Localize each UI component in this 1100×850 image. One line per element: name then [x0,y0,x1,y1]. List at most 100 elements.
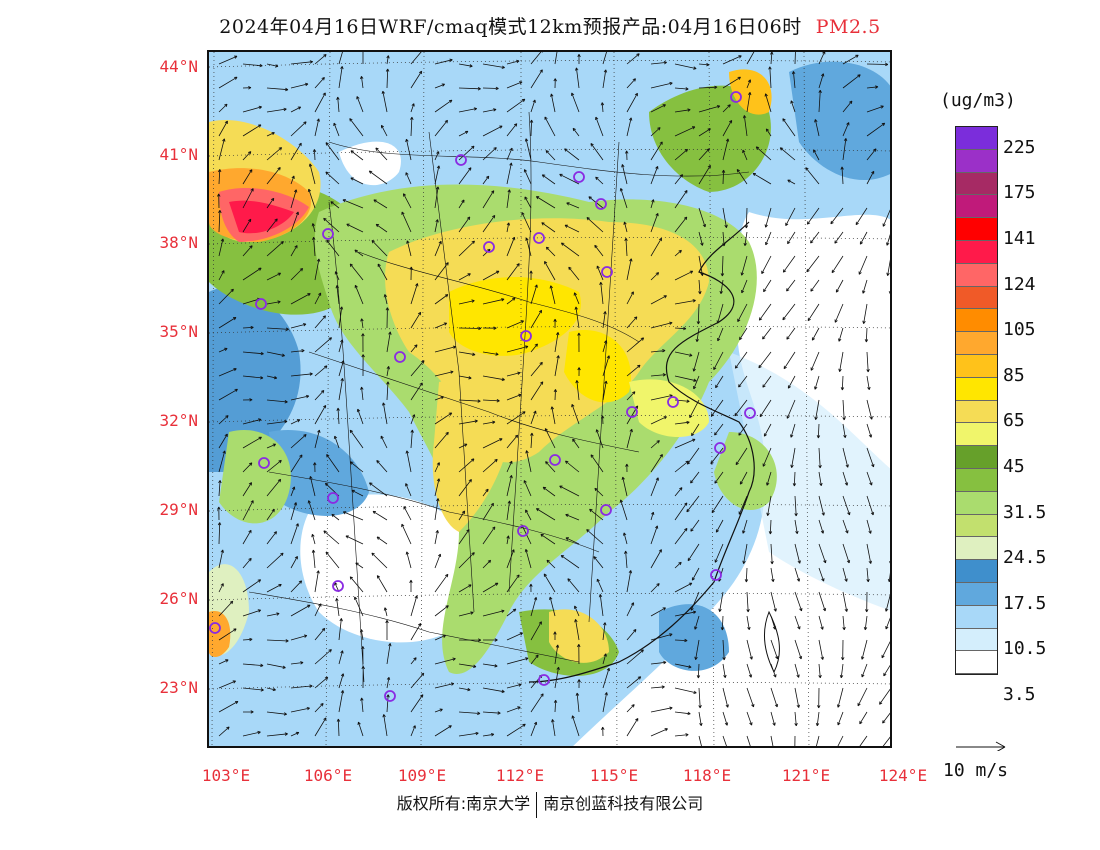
station-marker[interactable] [595,198,607,210]
wind-arrow [529,119,534,137]
wind-arrow [458,299,475,305]
wind-arrow [577,332,581,353]
station-marker[interactable] [394,351,406,363]
wind-arrow [806,255,820,273]
station-marker[interactable] [322,228,334,240]
wind-arrow [242,151,252,161]
wind-arrow [482,526,496,545]
wind-arrow [434,219,439,233]
station-marker[interactable] [538,674,550,686]
station-marker[interactable] [710,569,722,581]
wind-arrow [695,327,700,343]
station-marker[interactable] [730,91,742,103]
wind-arrow [308,163,316,185]
wind-arrow [768,519,773,535]
wind-arrow [523,169,532,185]
wind-arrow [621,164,628,185]
wind-arrow [887,572,890,583]
wind-arrow [864,327,869,343]
station-marker[interactable] [255,298,267,310]
legend-swatch [956,537,997,561]
chart-title: 2024年04月16日WRF/cmaq模式12km预报产品:04月16日06时 P… [0,12,1100,39]
wind-arrow [290,106,302,113]
station-marker[interactable] [209,622,221,634]
station-marker[interactable] [520,330,532,342]
wind-arrow [818,73,825,89]
wind-arrow [560,242,580,257]
wind-arrow [349,118,364,137]
station-marker[interactable] [600,504,612,516]
wind-arrow [506,123,518,137]
wind-arrow [266,732,288,737]
wind-arrow [434,345,457,353]
wind-arrow [746,687,755,708]
station-marker[interactable] [455,154,467,166]
wind-arrow [386,331,392,353]
pm25-map [209,52,892,746]
wind-arrow [314,292,322,305]
wind-arrow [458,216,471,233]
wind-arrow [314,676,329,689]
station-marker[interactable] [601,266,613,278]
station-marker[interactable] [483,241,495,253]
wind-arrow [458,167,472,185]
wind-arrow [765,128,772,137]
station-marker[interactable] [258,457,270,469]
wind-arrow [549,596,556,617]
wind-arrow [866,375,871,391]
station-marker[interactable] [533,232,545,244]
station-marker[interactable] [714,442,726,454]
wind-arrow [218,583,224,593]
wind-arrow [717,327,724,342]
wind-arrow [842,54,859,65]
wind-arrow [866,567,870,583]
wind-arrow [458,199,465,209]
wind-arrow [694,615,700,630]
wind-arrow [290,189,298,209]
wind-arrow [719,279,724,295]
wind-arrow [814,399,820,420]
wind-arrow [266,375,278,380]
wind-arrow [694,639,700,660]
station-marker[interactable] [667,396,679,408]
wind-arrow [410,414,416,425]
legend-swatch [956,172,997,196]
wind-arrow [650,706,673,713]
wind-arrow [345,535,364,545]
wind-arrow [761,255,772,275]
wind-arrow [506,320,525,329]
wind-arrow [722,735,727,746]
wind-arrow [650,127,661,137]
lat-label-35: 35°N [159,322,198,341]
wind-arrow [530,654,539,665]
wind-arrow [738,375,748,388]
station-marker[interactable] [744,407,756,419]
wind-arrow [314,365,328,377]
wind-arrow [434,682,455,689]
wind-arrow [314,703,324,713]
station-marker[interactable] [517,525,529,537]
wind-arrow [373,199,388,209]
wind-arrow [650,321,673,329]
station-marker[interactable] [384,690,396,702]
wind-arrow [530,309,542,329]
map-panel[interactable] [207,50,892,748]
wind-arrow [722,711,729,726]
station-marker[interactable] [626,406,638,418]
wind-arrow [458,731,479,737]
wind-arrow [752,172,772,185]
wind-arrow [386,55,390,65]
wind-arrow [586,529,604,545]
wind-arrow [779,147,796,161]
wind-arrow [595,176,604,185]
wind-arrow [891,424,892,437]
station-marker[interactable] [332,580,344,592]
station-marker[interactable] [549,454,561,466]
wind-arrow [434,396,444,401]
wind-arrow [882,209,890,227]
wind-arrow [290,394,310,401]
wind-arrow [710,399,724,417]
station-marker[interactable] [327,492,339,504]
wind-arrow [698,128,711,137]
station-marker[interactable] [573,171,585,183]
